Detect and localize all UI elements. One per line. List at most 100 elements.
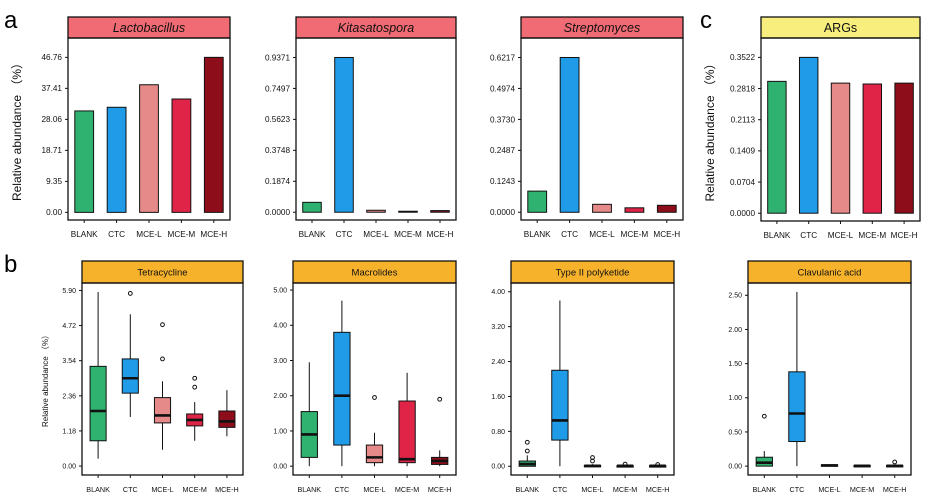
- y-tick-label: 5.00: [273, 287, 287, 294]
- outlier-point: [761, 413, 767, 419]
- y-tick-label: 0.00: [46, 208, 62, 217]
- box-mce-h: [218, 410, 236, 428]
- y-tick-label: 0.6217: [490, 53, 515, 62]
- x-tick-label: BLANK: [753, 485, 777, 494]
- panel-title: Type II polyketide: [556, 267, 630, 278]
- y-axis-label: Relative abundance （%）: [10, 57, 24, 201]
- y-tick-label: 18.71: [42, 146, 63, 155]
- chart-panel-type-ii-polyketide: Type II polyketide 0.00 0.80 1.60 2.40 3.20 4.…: [491, 260, 675, 494]
- outlier-point: [590, 455, 595, 460]
- plot-frame: [295, 37, 457, 221]
- bar-ctc: [798, 56, 819, 214]
- y-tick-label: 3.54: [62, 358, 76, 365]
- x-tick-label: CTC: [335, 485, 350, 494]
- y-tick-label: 3.20: [491, 324, 505, 331]
- x-tick-label: BLANK: [298, 485, 322, 494]
- x-tick-label: BLANK: [71, 230, 98, 239]
- outlier-point: [524, 439, 530, 445]
- x-tick-label: MCE-L: [151, 485, 173, 494]
- chart-panel-args: ARGs 0.0000 0.0704 0.1409 0.2113 0.2818 0.3522…: [703, 16, 921, 240]
- bar-mce-m: [624, 207, 645, 213]
- y-tick-label: 37.41: [42, 84, 63, 93]
- x-tick-label: BLANK: [516, 485, 540, 494]
- outlier-point: [127, 291, 133, 296]
- bar-ctc: [559, 56, 580, 213]
- x-tick-label: MCE-M: [394, 230, 422, 239]
- box-ctc: [333, 331, 351, 446]
- bar-mce-h: [656, 204, 677, 213]
- x-tick-label: MCE-L: [581, 485, 603, 494]
- x-tick-label: MCE-L: [136, 230, 162, 239]
- outlier-point: [192, 384, 198, 390]
- x-tick-label: MCE-H: [891, 231, 918, 240]
- chart-panel-tetracycline: Tetracycline 0.00 1.18 2.36 3.54 4.72 5.90 BLAN…: [41, 260, 244, 494]
- panel-title: Streptomyces: [564, 21, 640, 35]
- x-tick-label: MCE-M: [858, 231, 886, 240]
- y-tick-label: 0.2818: [730, 84, 755, 93]
- x-tick-label: CTC: [123, 485, 138, 494]
- x-tick-label: MCE-M: [168, 230, 196, 239]
- bar-mce-l: [592, 203, 612, 213]
- y-tick-label: 46.76: [42, 53, 63, 62]
- panel-letter-b: b: [4, 251, 17, 278]
- y-tick-label: 0.0000: [265, 208, 290, 217]
- y-tick-label: 28.06: [42, 115, 63, 124]
- x-tick-label: MCE-H: [646, 485, 670, 494]
- bar-blank: [74, 110, 95, 213]
- panels: Lactobacillus 0.00 9.35 18.71 28.06 37.41 46.7…: [10, 16, 921, 494]
- outlier-point: [524, 448, 530, 454]
- x-tick-label: BLANK: [86, 485, 110, 494]
- plot-frame: [747, 282, 912, 476]
- bar-mce-l: [366, 209, 386, 213]
- y-tick-label: 0.7497: [265, 84, 290, 93]
- bar-ctc: [106, 106, 127, 213]
- y-tick-label: 5.90: [62, 288, 76, 295]
- y-tick-label: 0.0704: [730, 178, 755, 187]
- y-tick-label: 9.35: [46, 177, 62, 186]
- y-tick-label: 3.00: [273, 358, 287, 365]
- y-tick-label: 0.00: [491, 464, 505, 471]
- x-tick-label: CTC: [790, 485, 805, 494]
- x-tick-label: MCE-H: [215, 485, 239, 494]
- chart-panel-streptomyces: Streptomyces 0.0000 0.1243 0.2487 0.3730 0.49…: [490, 16, 684, 239]
- y-tick-label: 0.80: [491, 429, 505, 436]
- x-tick-label: MCE-M: [613, 485, 637, 494]
- y-tick-label: 1.50: [728, 361, 742, 368]
- x-tick-label: MCE-H: [427, 230, 454, 239]
- x-tick-label: CTC: [108, 230, 125, 239]
- x-tick-label: MCE-L: [363, 485, 385, 494]
- bar-ctc: [334, 56, 354, 213]
- chart-panel-clavulanic-acid: Clavulanic acid 0.00 0.50 1.00 1.50 2.00 2.50 B…: [728, 260, 912, 494]
- plot-frame: [510, 282, 675, 476]
- y-tick-label: 2.40: [491, 359, 505, 366]
- x-tick-label: CTC: [553, 485, 568, 494]
- y-tick-label: 0.00: [728, 464, 742, 471]
- outlier-point: [892, 459, 898, 465]
- x-tick-label: MCE-M: [395, 485, 419, 494]
- panel-title: Kitasatospora: [338, 21, 414, 35]
- bar-mce-m: [398, 210, 418, 213]
- panel-title: ARGs: [824, 21, 857, 35]
- outlier-point: [160, 356, 165, 362]
- y-tick-label: 0.1409: [730, 147, 755, 156]
- y-tick-label: 0.3522: [730, 53, 755, 62]
- y-tick-label: 1.00: [728, 395, 742, 402]
- bar-blank: [767, 80, 787, 214]
- x-tick-label: BLANK: [299, 230, 326, 239]
- bar-mce-h: [203, 56, 224, 213]
- y-tick-label: 0.4974: [490, 84, 515, 93]
- box-blank: [89, 365, 107, 442]
- y-tick-label: 0.50: [728, 429, 742, 436]
- y-tick-label: 4.00: [491, 289, 505, 296]
- panel-title: Lactobacillus: [113, 21, 185, 35]
- x-tick-label: BLANK: [763, 231, 790, 240]
- y-tick-label: 0.3748: [265, 146, 290, 155]
- x-tick-label: CTC: [336, 230, 353, 239]
- chart-panel-macrolides: Macrolides 0.00 1.00 2.00 3.00 4.00 5.00 BLANK C…: [273, 260, 457, 494]
- y-tick-label: 1.60: [491, 394, 505, 401]
- x-tick-label: MCE-H: [200, 230, 227, 239]
- box-mce-l: [153, 397, 172, 424]
- panel-letter-a: a: [4, 7, 18, 34]
- y-tick-label: 2.36: [62, 393, 76, 400]
